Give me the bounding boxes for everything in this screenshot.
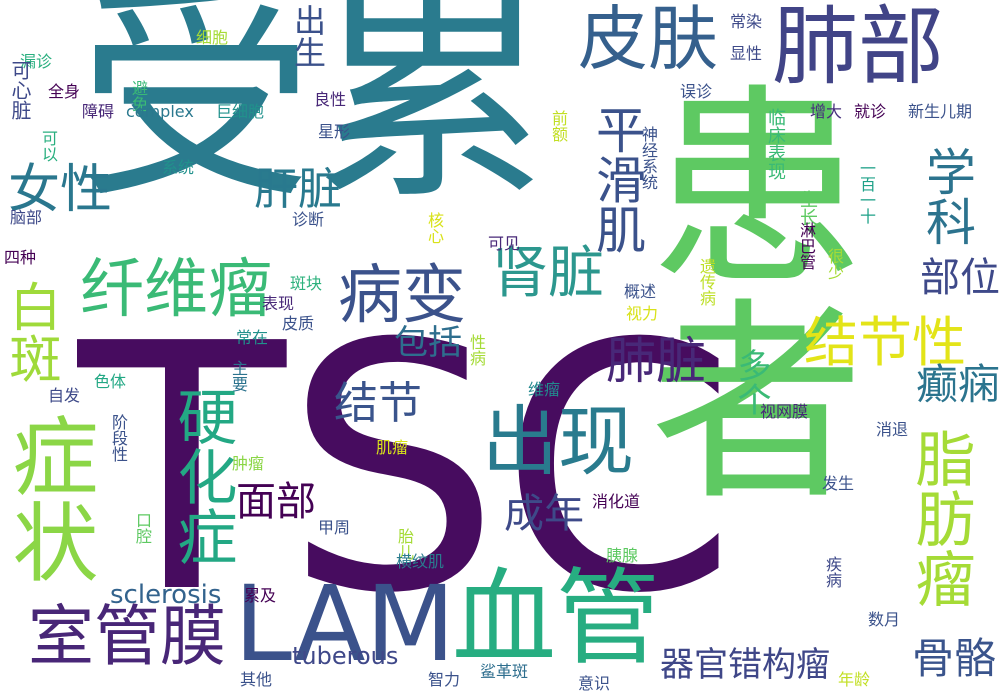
word-cloud-word: 皮肤 bbox=[578, 0, 718, 80]
word-cloud-word: 包括 bbox=[394, 323, 462, 363]
word-cloud-word: 主要 bbox=[229, 360, 248, 392]
word-cloud-word: 可见 bbox=[488, 234, 521, 253]
word-cloud-word: 障碍 bbox=[82, 102, 115, 121]
word-cloud-word: 临床表现 bbox=[765, 108, 786, 180]
word-cloud-word: 骨骼 bbox=[912, 634, 997, 683]
word-cloud-word: 肺部 bbox=[772, 0, 944, 97]
word-cloud-word: 癫痫 bbox=[916, 360, 1000, 409]
word-cloud-word: 误诊 bbox=[680, 82, 713, 101]
word-cloud-word: 症状 bbox=[0, 412, 97, 584]
word-cloud-word: 肾脏 bbox=[492, 241, 604, 306]
word-cloud-word: 神经系统 bbox=[639, 126, 658, 190]
word-cloud-word: 室管膜 bbox=[28, 598, 226, 675]
word-cloud-word: 病变 bbox=[338, 259, 466, 333]
word-cloud-word: 鲨革斑 bbox=[480, 662, 529, 681]
word-cloud-word: 智力 bbox=[428, 670, 461, 689]
word-cloud-word: 常在 bbox=[236, 328, 269, 347]
word-cloud-word: 生长 bbox=[797, 190, 818, 226]
word-cloud-word: LAM bbox=[234, 563, 456, 685]
word-cloud-word: 出生 bbox=[289, 4, 327, 68]
word-cloud-word: 疾病 bbox=[823, 556, 842, 588]
word-cloud-word: 肌瘤 bbox=[376, 438, 409, 457]
word-cloud-word: 胰腺 bbox=[606, 546, 639, 565]
word-cloud-word: 肿瘤 bbox=[232, 454, 265, 473]
word-cloud-word: 消化道 bbox=[592, 492, 641, 511]
word-cloud-word: complex bbox=[126, 102, 194, 121]
word-cloud-word: 意识 bbox=[578, 674, 611, 693]
word-cloud-word: 视力 bbox=[626, 304, 659, 323]
word-cloud-word: 器官错构瘤 bbox=[660, 645, 830, 685]
word-cloud-word: 多个 bbox=[731, 348, 771, 416]
word-cloud-word: 出现 bbox=[482, 397, 634, 486]
word-cloud-word: 维瘤 bbox=[528, 380, 561, 399]
word-cloud-word: 部位 bbox=[920, 255, 1000, 301]
word-cloud-word: 概述 bbox=[624, 282, 657, 301]
word-cloud-word: 四种 bbox=[4, 248, 37, 267]
word-cloud-word: 平滑肌 bbox=[588, 104, 646, 254]
word-cloud-word: 口腔 bbox=[133, 512, 152, 544]
word-cloud-word: 表现 bbox=[262, 294, 295, 313]
word-cloud-word: 避免 bbox=[129, 80, 148, 112]
word-cloud-word: 遗传病 bbox=[697, 258, 716, 306]
word-cloud-word: 新生儿期 bbox=[908, 102, 973, 121]
word-cloud-word: 成年 bbox=[504, 491, 584, 537]
word-cloud-word: 结节 bbox=[334, 378, 422, 429]
word-cloud-word: 纤维瘤 bbox=[80, 253, 272, 327]
word-cloud-word: 阶段性 bbox=[109, 414, 128, 462]
word-cloud-word: 皮质 bbox=[282, 314, 315, 333]
word-cloud-word: 细胞 bbox=[196, 28, 229, 47]
word-cloud-word: 色体 bbox=[94, 372, 127, 391]
word-cloud-word: 学科 bbox=[918, 146, 976, 246]
word-cloud-word: TSC bbox=[78, 272, 737, 668]
word-cloud-word: 漏诊 bbox=[20, 52, 53, 71]
word-cloud-word: 淋巴管 bbox=[797, 222, 816, 270]
word-cloud-word: 常染 bbox=[730, 12, 763, 31]
word-cloud-word: 显性 bbox=[730, 44, 763, 63]
word-cloud-word: 很少 bbox=[825, 248, 844, 280]
word-cloud-word: 面部 bbox=[236, 479, 316, 525]
word-cloud-word: 视网膜 bbox=[760, 402, 809, 421]
word-cloud-word: 受累 bbox=[78, 0, 551, 231]
word-cloud-word: 女性 bbox=[8, 160, 113, 220]
word-cloud-word: 结节性 bbox=[804, 311, 966, 374]
word-cloud-word: 性病 bbox=[467, 334, 486, 366]
word-cloud-word: 血管 bbox=[452, 557, 661, 679]
word-cloud-word: 就诊 bbox=[854, 102, 887, 121]
word-cloud-word: tuberous bbox=[292, 642, 399, 670]
word-cloud-word: 患者 bbox=[613, 76, 862, 504]
word-cloud-word: 良性 bbox=[314, 90, 347, 109]
word-cloud-word: 斑块 bbox=[290, 274, 323, 293]
word-cloud-word: 消退 bbox=[876, 420, 909, 439]
word-cloud-word: 巨细胞 bbox=[216, 102, 265, 121]
word-cloud-word: 发生 bbox=[822, 474, 855, 493]
word-cloud-word: 硬化症 bbox=[167, 386, 237, 566]
word-cloud-word: 脑部 bbox=[10, 208, 43, 227]
word-cloud-word: 肝脏 bbox=[254, 164, 342, 215]
word-cloud-word: 全身 bbox=[48, 82, 81, 101]
word-cloud-word: 星形 bbox=[318, 122, 351, 141]
word-cloud-word: 白斑 bbox=[0, 280, 60, 384]
word-cloud-word: 自发 bbox=[48, 386, 81, 405]
word-cloud-word: 增大 bbox=[810, 102, 843, 121]
word-cloud-word: 甲周 bbox=[318, 518, 351, 537]
word-cloud-word: 数月 bbox=[868, 610, 901, 629]
word-cloud-word: 可心脏 bbox=[8, 60, 32, 120]
word-cloud-word: 累及 bbox=[244, 586, 277, 605]
word-cloud-word: 前额 bbox=[549, 110, 568, 142]
word-cloud-word: 胎儿 bbox=[395, 528, 414, 560]
word-cloud-word: 脂肪瘤 bbox=[905, 428, 975, 608]
word-cloud-word: sclerosis bbox=[110, 580, 222, 610]
word-cloud-word: 年龄 bbox=[838, 670, 871, 689]
word-cloud-word: 肺脏 bbox=[606, 332, 706, 390]
word-cloud-word: 诊断 bbox=[292, 210, 325, 229]
word-cloud-word: 其他 bbox=[240, 670, 273, 689]
word-cloud-word: 一百一十 bbox=[857, 160, 876, 224]
word-cloud-word: 可以 bbox=[39, 130, 58, 162]
word-cloud-word: 系统 bbox=[162, 158, 195, 177]
word-cloud-word: 横纹肌 bbox=[396, 552, 445, 571]
word-cloud-word: 核心 bbox=[425, 212, 444, 244]
